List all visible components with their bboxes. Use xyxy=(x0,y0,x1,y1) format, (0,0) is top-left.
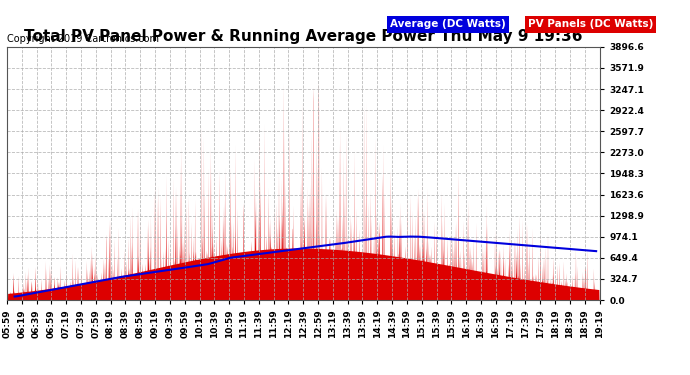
Title: Total PV Panel Power & Running Average Power Thu May 9 19:36: Total PV Panel Power & Running Average P… xyxy=(24,29,583,44)
Text: Copyright 2019 Cartronics.com: Copyright 2019 Cartronics.com xyxy=(7,34,159,44)
Text: Average (DC Watts): Average (DC Watts) xyxy=(390,20,506,29)
Text: PV Panels (DC Watts): PV Panels (DC Watts) xyxy=(528,20,653,29)
